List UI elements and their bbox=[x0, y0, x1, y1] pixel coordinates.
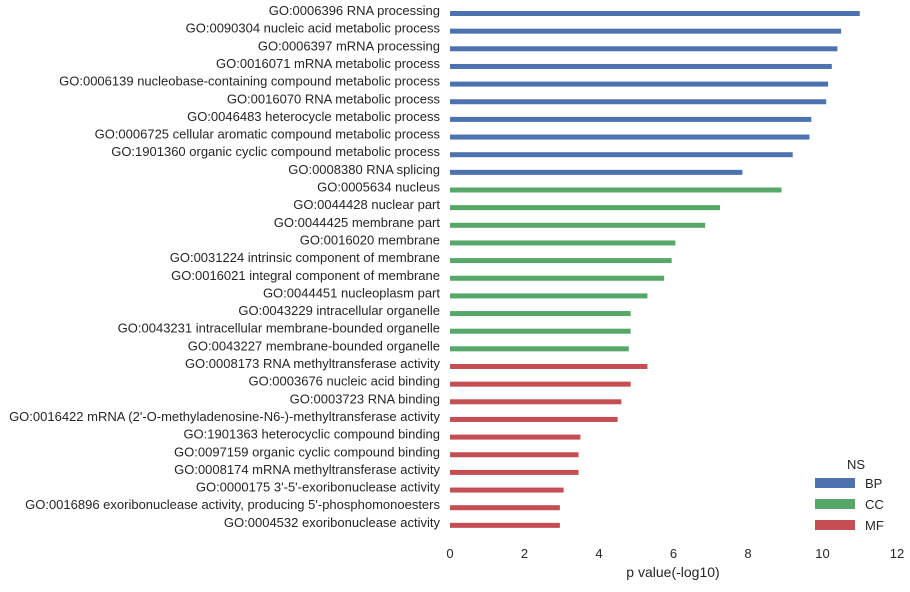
y-tick-label: GO:0000175 3'-5'-exoribonuclease activit… bbox=[196, 480, 441, 495]
legend: NS BP CC MF bbox=[815, 457, 884, 533]
bar bbox=[450, 240, 676, 246]
bar bbox=[450, 293, 648, 299]
y-tick-label: GO:0008173 RNA methyltransferase activit… bbox=[185, 356, 441, 371]
y-tick-label: GO:0044451 nucleoplasm part bbox=[263, 285, 440, 300]
y-tick-label: GO:0016021 integral component of membran… bbox=[171, 268, 440, 283]
bar bbox=[450, 469, 579, 475]
x-tick-label: 12 bbox=[890, 546, 904, 561]
bar bbox=[450, 434, 581, 440]
y-tick-label: GO:0043227 membrane-bounded organelle bbox=[188, 338, 440, 353]
y-tick-label: GO:0006725 cellular aromatic compound me… bbox=[95, 127, 441, 142]
x-tick-label: 10 bbox=[815, 546, 829, 561]
legend-swatch-bp bbox=[815, 478, 855, 488]
bar bbox=[450, 258, 672, 264]
bar bbox=[450, 205, 721, 211]
x-tick-labels: 0 2 4 6 8 10 12 bbox=[446, 546, 904, 561]
legend-label-bp: BP bbox=[865, 476, 882, 491]
y-tick-label: GO:0016896 exoribonuclease activity, pro… bbox=[25, 497, 440, 512]
y-tick-label: GO:0006139 nucleobase-containing compoun… bbox=[59, 74, 440, 89]
y-tick-labels: GO:0006396 RNA processing GO:0090304 nucl… bbox=[9, 3, 440, 530]
y-tick-label: GO:0003676 nucleic acid binding bbox=[248, 374, 440, 389]
y-tick-label: GO:0043229 intracellular organelle bbox=[238, 303, 440, 318]
y-tick-label: GO:0003723 RNA binding bbox=[290, 391, 440, 406]
legend-title: NS bbox=[847, 457, 865, 472]
bar bbox=[450, 416, 618, 422]
legend-swatch-cc bbox=[815, 499, 855, 509]
y-tick-label: GO:0016070 RNA metabolic process bbox=[227, 91, 441, 106]
y-tick-label: GO:0005634 nucleus bbox=[317, 180, 440, 195]
y-tick-label: GO:0044425 membrane part bbox=[274, 215, 441, 230]
y-tick-label: GO:0016422 mRNA (2'-O-methyladenosine-N6… bbox=[9, 409, 440, 424]
y-tick-label: GO:0044428 nuclear part bbox=[293, 197, 440, 212]
bar bbox=[450, 364, 648, 369]
x-tick-label: 2 bbox=[521, 546, 528, 561]
bar bbox=[450, 487, 564, 493]
bar bbox=[450, 99, 827, 105]
y-tick-label: GO:0046483 heterocycle metabolic process bbox=[187, 109, 440, 124]
legend-swatch-mf bbox=[815, 520, 855, 530]
bar bbox=[450, 152, 793, 158]
bar bbox=[450, 134, 810, 140]
x-tick-label: 8 bbox=[744, 546, 751, 561]
bar bbox=[450, 63, 832, 69]
y-tick-label: GO:0004532 exoribonuclease activity bbox=[224, 515, 441, 530]
bar bbox=[450, 28, 842, 34]
x-tick-label: 4 bbox=[595, 546, 602, 561]
y-tick-label: GO:1901363 heterocyclic compound binding bbox=[183, 427, 440, 442]
y-tick-label: GO:1901360 organic cyclic compound metab… bbox=[111, 144, 440, 159]
bar bbox=[450, 116, 812, 122]
bar bbox=[450, 381, 631, 387]
bar bbox=[450, 522, 560, 528]
bar bbox=[450, 311, 631, 317]
x-axis-label: p value(-log10) bbox=[626, 564, 719, 580]
bar bbox=[450, 328, 631, 334]
bar bbox=[450, 452, 579, 458]
bar bbox=[450, 346, 629, 352]
x-tick-label: 6 bbox=[670, 546, 677, 561]
y-tick-label: GO:0097159 organic cyclic compound bindi… bbox=[174, 444, 440, 459]
bar bbox=[450, 275, 665, 281]
bar bbox=[450, 11, 860, 16]
y-tick-label: GO:0043231 intracellular membrane-bounde… bbox=[118, 321, 440, 336]
y-tick-label: GO:0006396 RNA processing bbox=[269, 3, 440, 18]
y-tick-label: GO:0031224 intrinsic component of membra… bbox=[170, 250, 440, 265]
y-tick-label: GO:0008380 RNA splicing bbox=[288, 162, 440, 177]
bars-layer bbox=[450, 11, 860, 528]
x-tick-label: 0 bbox=[446, 546, 453, 561]
bar bbox=[450, 505, 560, 511]
bar bbox=[450, 169, 743, 175]
bar bbox=[450, 81, 829, 87]
bar bbox=[450, 222, 706, 228]
bar bbox=[450, 46, 838, 52]
legend-label-cc: CC bbox=[865, 497, 884, 512]
y-tick-label: GO:0006397 mRNA processing bbox=[258, 38, 440, 53]
y-tick-label: GO:0090304 nucleic acid metabolic proces… bbox=[186, 21, 441, 36]
y-tick-label: GO:0016071 mRNA metabolic process bbox=[216, 56, 440, 71]
y-tick-label: GO:0016020 membrane bbox=[300, 232, 440, 247]
bar bbox=[450, 187, 782, 193]
y-tick-label: GO:0008174 mRNA methyltransferase activi… bbox=[174, 462, 440, 477]
bar bbox=[450, 399, 622, 405]
legend-label-mf: MF bbox=[865, 518, 884, 533]
